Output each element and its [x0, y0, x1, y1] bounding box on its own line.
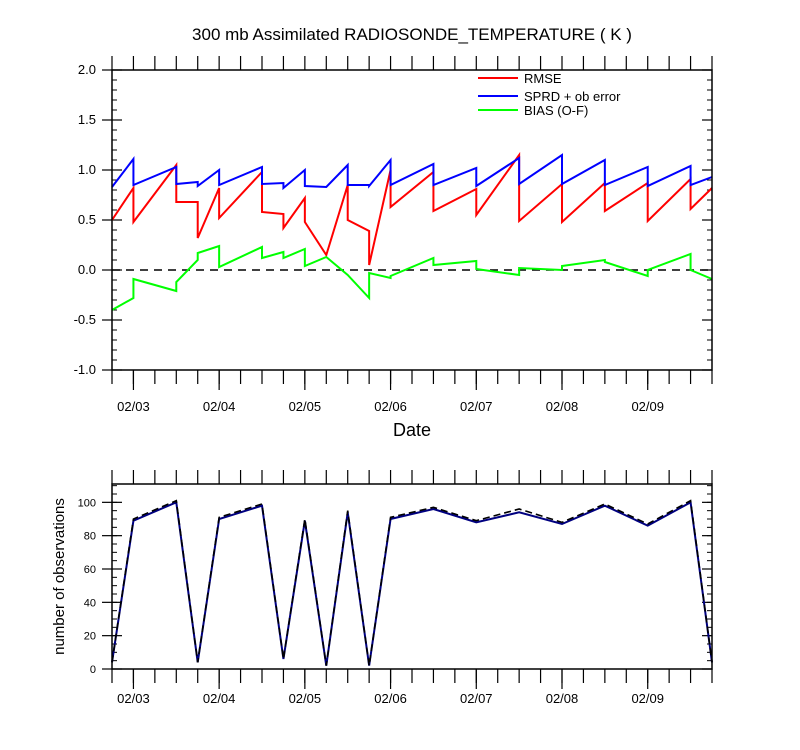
legend-label-2: BIAS (O-F) — [524, 103, 588, 118]
y-tick-label: 1.0 — [78, 162, 96, 177]
bottom-chart — [102, 470, 713, 689]
y-tick-label: 2.0 — [78, 62, 96, 77]
y-tick-label: 40 — [84, 597, 96, 609]
series-line-observations-solid — [111, 500, 713, 666]
series-line-sprd-ob-error — [111, 153, 713, 191]
legend-label-0: RMSE — [524, 71, 562, 86]
series-line-rmse — [111, 151, 713, 266]
plot-frame — [111, 483, 713, 670]
x-tick-label: 02/05 — [289, 691, 322, 706]
y-tick-label: 60 — [84, 564, 96, 576]
plot-frame — [111, 69, 713, 371]
x-tick-label: 02/09 — [631, 691, 664, 706]
x-tick-label: 02/03 — [117, 691, 150, 706]
x-tick-label: 02/04 — [203, 691, 236, 706]
y-tick-label: -1.0 — [74, 362, 96, 377]
y-tick-label: 0.5 — [78, 212, 96, 227]
y-tick-label: 0.0 — [78, 262, 96, 277]
y-tick-label: -0.5 — [74, 312, 96, 327]
y-tick-label: 100 — [78, 497, 96, 509]
x-tick-label: 02/04 — [203, 399, 236, 414]
top-chart — [102, 56, 713, 390]
x-tick-label: 02/08 — [546, 399, 579, 414]
legend — [478, 77, 518, 111]
y-tick-label: 1.5 — [78, 112, 96, 127]
x-tick-label: 02/05 — [289, 399, 322, 414]
x-tick-label: 02/09 — [631, 399, 664, 414]
x-tick-label: 02/06 — [374, 691, 407, 706]
x-axis-label: Date — [393, 420, 431, 440]
y-tick-label: 80 — [84, 531, 96, 543]
series-line-bias-o-f — [111, 244, 713, 311]
legend-label-1: SPRD + ob error — [524, 89, 621, 104]
x-tick-label: 02/03 — [117, 399, 150, 414]
x-tick-label: 02/06 — [374, 399, 407, 414]
chart-title: 300 mb Assimilated RADIOSONDE_TEMPERATUR… — [192, 25, 632, 44]
y-axis-label: number of observations — [51, 498, 68, 655]
y-tick-label: 20 — [84, 631, 96, 643]
x-tick-label: 02/08 — [546, 691, 579, 706]
series-line-observations-dashed — [111, 499, 713, 666]
y-tick-label: 0 — [90, 664, 96, 676]
x-tick-label: 02/07 — [460, 691, 493, 706]
x-tick-label: 02/07 — [460, 399, 493, 414]
